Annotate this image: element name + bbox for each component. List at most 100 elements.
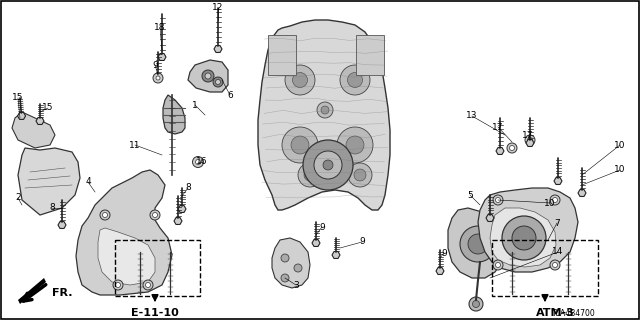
Text: 17: 17 (522, 132, 534, 140)
Polygon shape (188, 60, 228, 92)
Circle shape (525, 135, 535, 145)
Circle shape (291, 136, 309, 154)
Circle shape (150, 210, 160, 220)
Polygon shape (12, 112, 55, 148)
FancyBboxPatch shape (268, 35, 296, 75)
Circle shape (314, 151, 342, 179)
Circle shape (502, 216, 546, 260)
Circle shape (213, 77, 223, 87)
Circle shape (550, 195, 560, 205)
Circle shape (304, 169, 316, 181)
Circle shape (512, 226, 536, 250)
Circle shape (193, 156, 204, 167)
Circle shape (285, 65, 315, 95)
Circle shape (469, 297, 483, 311)
Text: 4: 4 (85, 178, 91, 187)
Text: 17: 17 (492, 123, 504, 132)
Polygon shape (258, 20, 390, 210)
Text: 9: 9 (152, 60, 158, 69)
Polygon shape (18, 148, 80, 215)
Circle shape (348, 163, 372, 187)
Circle shape (460, 226, 496, 262)
Circle shape (346, 136, 364, 154)
Circle shape (115, 283, 120, 287)
Text: 6: 6 (227, 91, 233, 100)
Circle shape (507, 143, 517, 153)
Bar (492, 240, 598, 296)
Polygon shape (98, 228, 155, 285)
Circle shape (552, 262, 557, 268)
Circle shape (552, 197, 557, 203)
Circle shape (281, 254, 289, 262)
Text: 18: 18 (154, 23, 166, 33)
Circle shape (354, 169, 366, 181)
Circle shape (337, 127, 373, 163)
Polygon shape (272, 238, 310, 288)
FancyBboxPatch shape (356, 35, 384, 75)
Circle shape (294, 264, 302, 272)
Text: 9: 9 (441, 249, 447, 258)
Circle shape (298, 163, 322, 187)
Circle shape (202, 70, 214, 82)
Text: 9: 9 (359, 237, 365, 246)
Circle shape (493, 195, 503, 205)
Text: E-11-10: E-11-10 (131, 308, 179, 318)
Circle shape (321, 106, 329, 114)
Circle shape (317, 102, 333, 118)
Bar (115, 240, 200, 296)
Circle shape (195, 159, 200, 164)
Text: 2: 2 (15, 194, 21, 203)
Text: 1: 1 (192, 100, 198, 109)
Circle shape (303, 140, 353, 190)
Circle shape (292, 73, 307, 87)
Text: 16: 16 (196, 157, 208, 166)
Polygon shape (18, 278, 46, 304)
Circle shape (495, 197, 500, 203)
Polygon shape (448, 208, 505, 278)
Circle shape (348, 73, 362, 87)
Circle shape (509, 146, 515, 150)
Circle shape (468, 234, 488, 254)
Polygon shape (490, 208, 556, 267)
Circle shape (102, 212, 108, 218)
Circle shape (493, 260, 503, 270)
Text: FR.: FR. (52, 288, 72, 298)
Circle shape (527, 138, 532, 142)
Circle shape (282, 127, 318, 163)
Text: 8: 8 (49, 204, 55, 212)
Text: 10: 10 (544, 198, 556, 207)
Circle shape (205, 73, 211, 79)
Circle shape (143, 280, 153, 290)
Polygon shape (478, 188, 578, 272)
Circle shape (340, 65, 370, 95)
Text: 7: 7 (554, 219, 560, 228)
Circle shape (152, 212, 157, 218)
Circle shape (113, 280, 123, 290)
Text: 15: 15 (12, 93, 24, 102)
Text: 8: 8 (185, 183, 191, 193)
Circle shape (550, 260, 560, 270)
Text: 14: 14 (552, 247, 564, 257)
Text: 5: 5 (467, 190, 473, 199)
Text: 13: 13 (467, 111, 477, 121)
Text: TLA4B4700: TLA4B4700 (552, 309, 596, 318)
Polygon shape (76, 170, 172, 295)
Text: 3: 3 (293, 281, 299, 290)
Text: ATM-3: ATM-3 (536, 308, 574, 318)
Text: 10: 10 (614, 165, 626, 174)
Text: 15: 15 (42, 103, 54, 113)
Circle shape (472, 300, 479, 308)
Circle shape (281, 274, 289, 282)
Text: 11: 11 (129, 140, 141, 149)
Circle shape (323, 160, 333, 170)
Circle shape (145, 283, 150, 287)
Circle shape (495, 262, 500, 268)
Circle shape (100, 210, 110, 220)
Text: 10: 10 (614, 140, 626, 149)
Text: 12: 12 (212, 4, 224, 12)
Text: 9: 9 (319, 222, 325, 231)
Circle shape (216, 79, 221, 84)
Circle shape (156, 76, 160, 80)
Polygon shape (163, 95, 185, 134)
Circle shape (153, 73, 163, 83)
